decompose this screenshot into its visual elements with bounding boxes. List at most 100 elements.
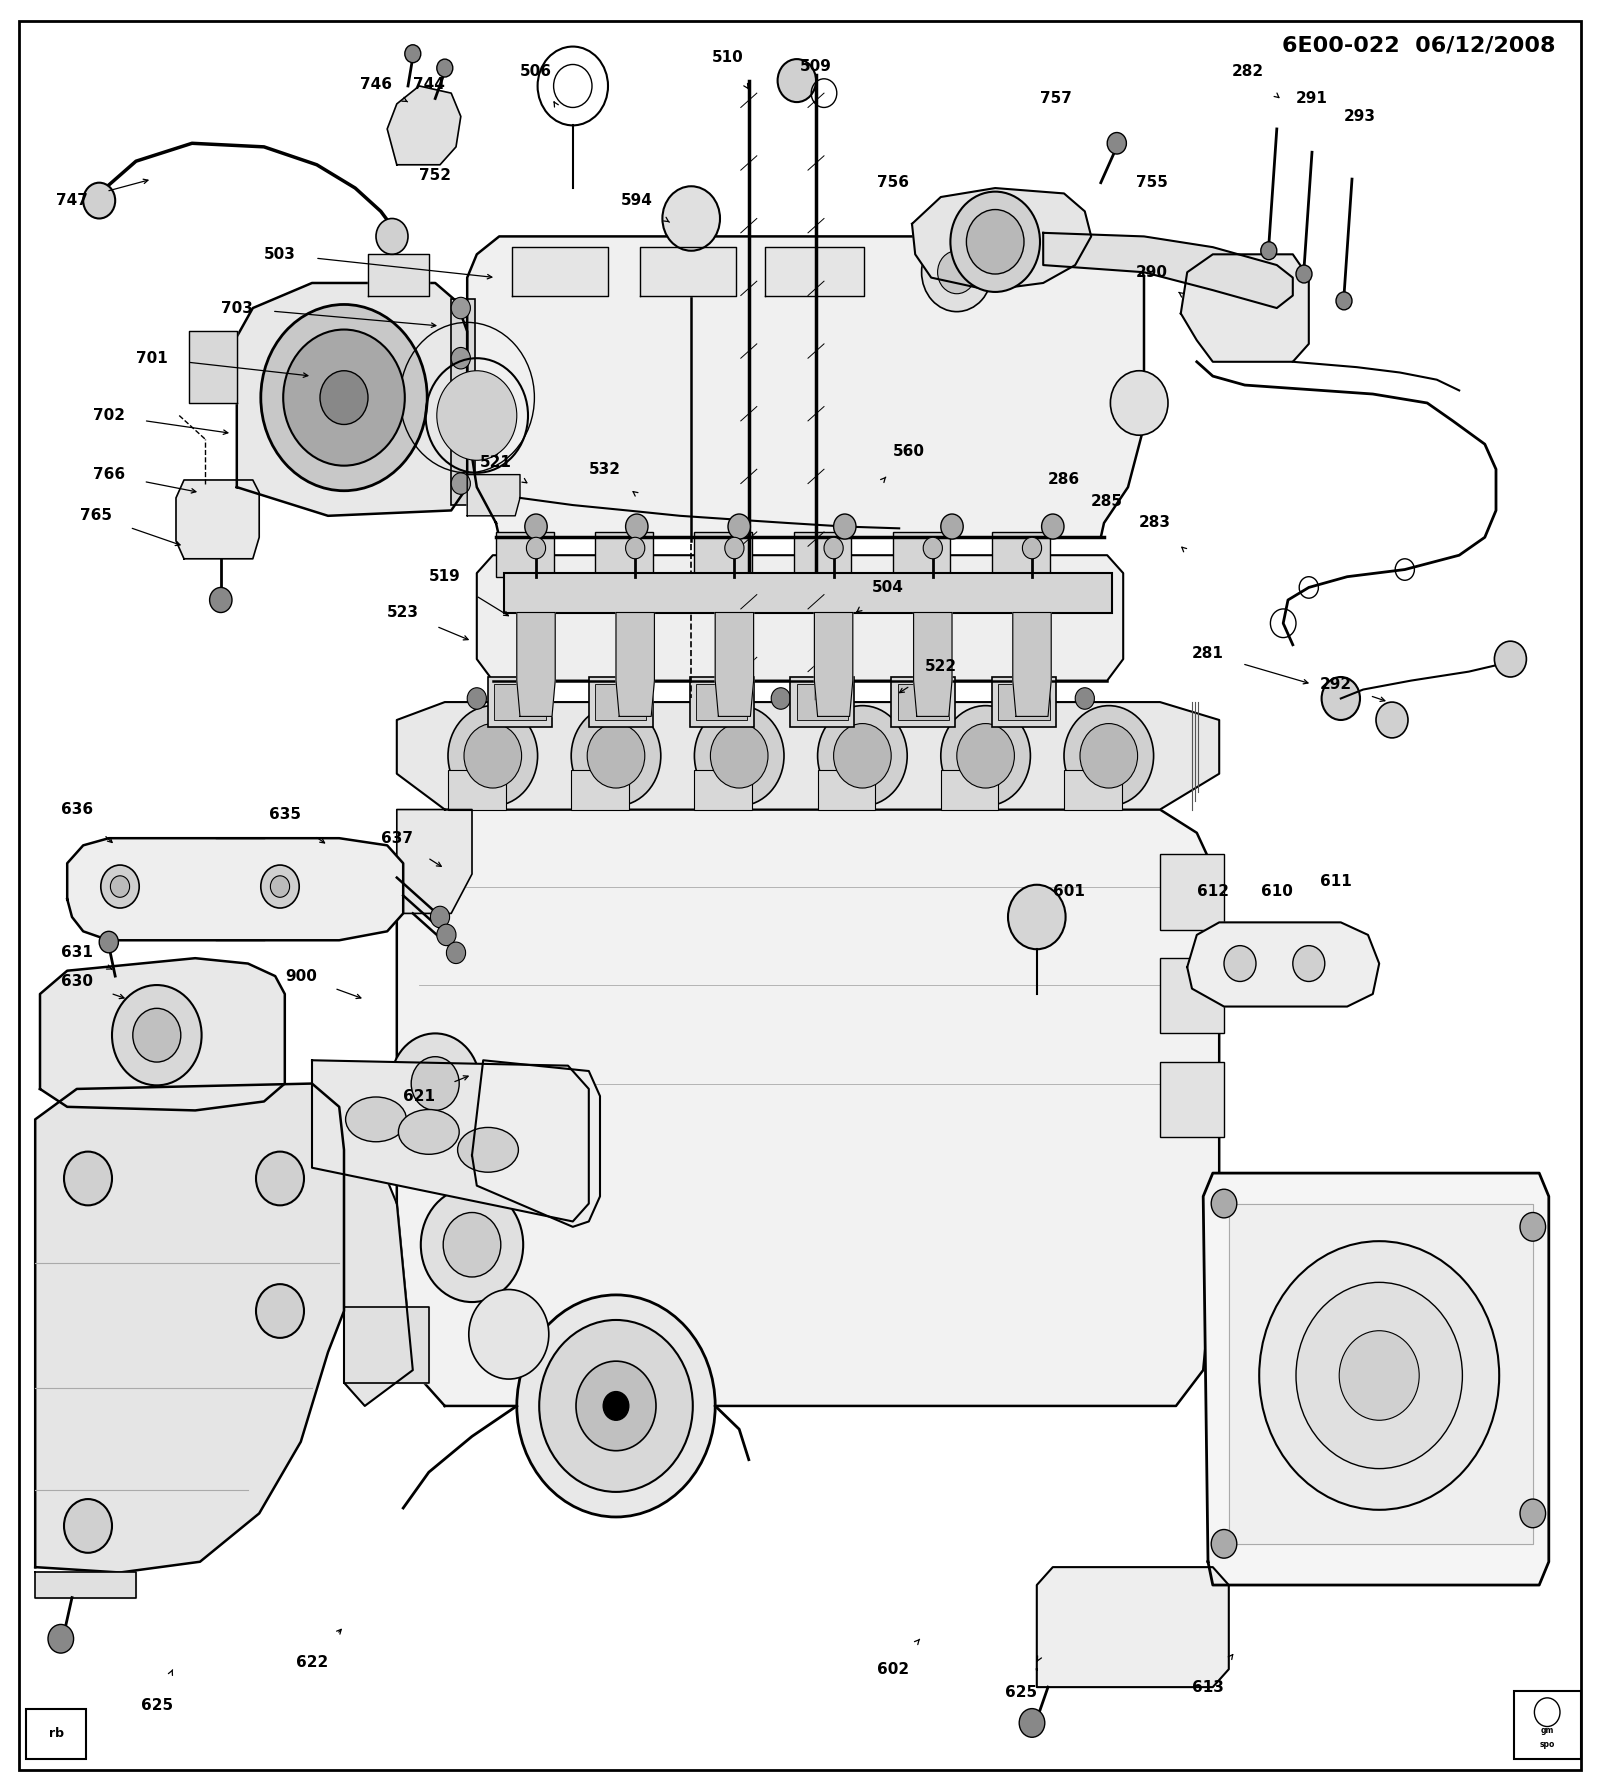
Ellipse shape (346, 1096, 406, 1143)
Polygon shape (35, 1572, 136, 1598)
Polygon shape (765, 247, 864, 296)
Bar (595, 684, 646, 720)
Circle shape (1224, 946, 1256, 981)
Circle shape (320, 371, 368, 424)
Text: gm: gm (1541, 1725, 1554, 1735)
Polygon shape (814, 613, 853, 716)
Circle shape (587, 724, 645, 788)
Circle shape (437, 371, 517, 460)
Bar (1514, 1691, 1581, 1759)
Polygon shape (1043, 233, 1293, 308)
Text: 532: 532 (589, 462, 621, 476)
Bar (992, 677, 1056, 727)
Text: 613: 613 (1192, 1680, 1224, 1694)
Circle shape (694, 706, 784, 806)
Text: 509: 509 (800, 59, 832, 73)
Polygon shape (715, 613, 754, 716)
Text: 504: 504 (872, 580, 904, 595)
Polygon shape (344, 1114, 413, 1406)
Circle shape (437, 924, 456, 946)
Polygon shape (40, 958, 285, 1110)
Circle shape (411, 1057, 459, 1110)
Circle shape (834, 514, 856, 539)
Circle shape (778, 59, 816, 102)
Polygon shape (467, 236, 1144, 537)
Bar (1160, 854, 1224, 930)
Text: 506: 506 (520, 64, 552, 79)
Ellipse shape (398, 1109, 459, 1155)
Circle shape (64, 1499, 112, 1553)
Circle shape (662, 186, 720, 251)
Circle shape (1075, 688, 1094, 709)
Text: 601: 601 (1053, 885, 1085, 899)
Text: 900: 900 (285, 969, 317, 983)
Circle shape (451, 347, 470, 369)
Circle shape (1261, 242, 1277, 260)
Circle shape (1019, 1709, 1045, 1737)
Bar (448, 770, 506, 810)
Bar (694, 532, 752, 577)
Circle shape (571, 706, 661, 806)
Text: 286: 286 (1048, 473, 1080, 487)
Circle shape (256, 1284, 304, 1338)
Text: spo: spo (1539, 1739, 1555, 1750)
Circle shape (525, 514, 547, 539)
Bar (893, 532, 950, 577)
Bar (790, 677, 854, 727)
Circle shape (1296, 1282, 1462, 1469)
Circle shape (725, 537, 744, 559)
Text: 6E00-022  06/12/2008: 6E00-022 06/12/2008 (1282, 36, 1555, 56)
Text: 503: 503 (264, 247, 296, 261)
Circle shape (283, 330, 405, 466)
Text: 746: 746 (360, 77, 392, 91)
Circle shape (133, 1008, 181, 1062)
Polygon shape (387, 86, 461, 165)
Circle shape (110, 876, 130, 897)
Bar (504, 573, 1112, 613)
Circle shape (261, 304, 427, 491)
Text: 612: 612 (1197, 885, 1229, 899)
Bar (696, 684, 747, 720)
Circle shape (1211, 1530, 1237, 1558)
Circle shape (834, 724, 891, 788)
Text: 510: 510 (712, 50, 744, 64)
Circle shape (1376, 702, 1408, 738)
Polygon shape (1037, 1567, 1229, 1687)
Circle shape (390, 1033, 480, 1134)
Bar (818, 770, 875, 810)
Polygon shape (189, 331, 237, 403)
Circle shape (1008, 885, 1066, 949)
Circle shape (824, 537, 843, 559)
Text: 631: 631 (61, 946, 93, 960)
Text: 757: 757 (1040, 91, 1072, 106)
Circle shape (1520, 1213, 1546, 1241)
Circle shape (48, 1624, 74, 1653)
Circle shape (539, 1320, 693, 1492)
Circle shape (99, 931, 118, 953)
Bar (1160, 1062, 1224, 1137)
Circle shape (464, 724, 522, 788)
Bar (595, 532, 653, 577)
Circle shape (1259, 1241, 1499, 1510)
Circle shape (1022, 537, 1042, 559)
Circle shape (950, 192, 1040, 292)
Circle shape (957, 724, 1014, 788)
Polygon shape (67, 838, 403, 940)
Polygon shape (640, 247, 736, 296)
Circle shape (421, 1187, 523, 1302)
Bar (992, 532, 1050, 577)
Polygon shape (1187, 922, 1379, 1007)
Circle shape (818, 706, 907, 806)
Circle shape (517, 1295, 715, 1517)
Polygon shape (456, 380, 504, 457)
Circle shape (469, 1290, 549, 1379)
Circle shape (1293, 946, 1325, 981)
Circle shape (210, 587, 232, 613)
Circle shape (941, 514, 963, 539)
Text: 636: 636 (61, 802, 93, 817)
Circle shape (1322, 677, 1360, 720)
Circle shape (1339, 1331, 1419, 1420)
Circle shape (710, 724, 768, 788)
Circle shape (83, 183, 115, 219)
Ellipse shape (458, 1128, 518, 1173)
